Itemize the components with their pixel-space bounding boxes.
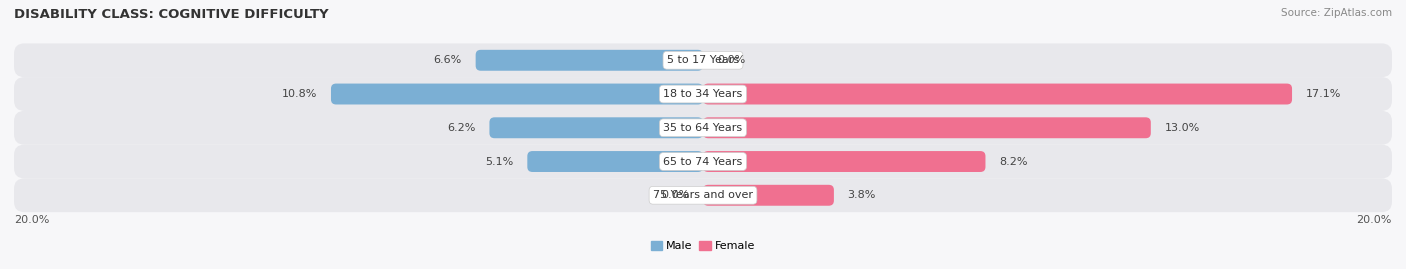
Text: 0.0%: 0.0% [717,55,745,65]
FancyBboxPatch shape [14,178,1392,212]
FancyBboxPatch shape [527,151,703,172]
Text: 0.0%: 0.0% [661,190,689,200]
FancyBboxPatch shape [475,50,703,71]
Text: 10.8%: 10.8% [281,89,318,99]
Text: 18 to 34 Years: 18 to 34 Years [664,89,742,99]
Text: 20.0%: 20.0% [14,215,49,225]
FancyBboxPatch shape [489,117,703,138]
FancyBboxPatch shape [703,84,1292,104]
Text: DISABILITY CLASS: COGNITIVE DIFFICULTY: DISABILITY CLASS: COGNITIVE DIFFICULTY [14,8,329,21]
FancyBboxPatch shape [330,84,703,104]
Text: 35 to 64 Years: 35 to 64 Years [664,123,742,133]
Text: 65 to 74 Years: 65 to 74 Years [664,157,742,167]
Text: 6.2%: 6.2% [447,123,475,133]
Text: 6.6%: 6.6% [433,55,461,65]
Text: 5 to 17 Years: 5 to 17 Years [666,55,740,65]
Text: 13.0%: 13.0% [1164,123,1199,133]
FancyBboxPatch shape [703,117,1152,138]
FancyBboxPatch shape [14,77,1392,111]
FancyBboxPatch shape [14,111,1392,145]
Text: Source: ZipAtlas.com: Source: ZipAtlas.com [1281,8,1392,18]
Text: 3.8%: 3.8% [848,190,876,200]
FancyBboxPatch shape [14,145,1392,178]
Text: 17.1%: 17.1% [1306,89,1341,99]
FancyBboxPatch shape [703,185,834,206]
FancyBboxPatch shape [14,43,1392,77]
Text: 20.0%: 20.0% [1357,215,1392,225]
Text: 75 Years and over: 75 Years and over [652,190,754,200]
Legend: Male, Female: Male, Female [647,236,759,256]
FancyBboxPatch shape [703,151,986,172]
Text: 8.2%: 8.2% [1000,157,1028,167]
Text: 5.1%: 5.1% [485,157,513,167]
